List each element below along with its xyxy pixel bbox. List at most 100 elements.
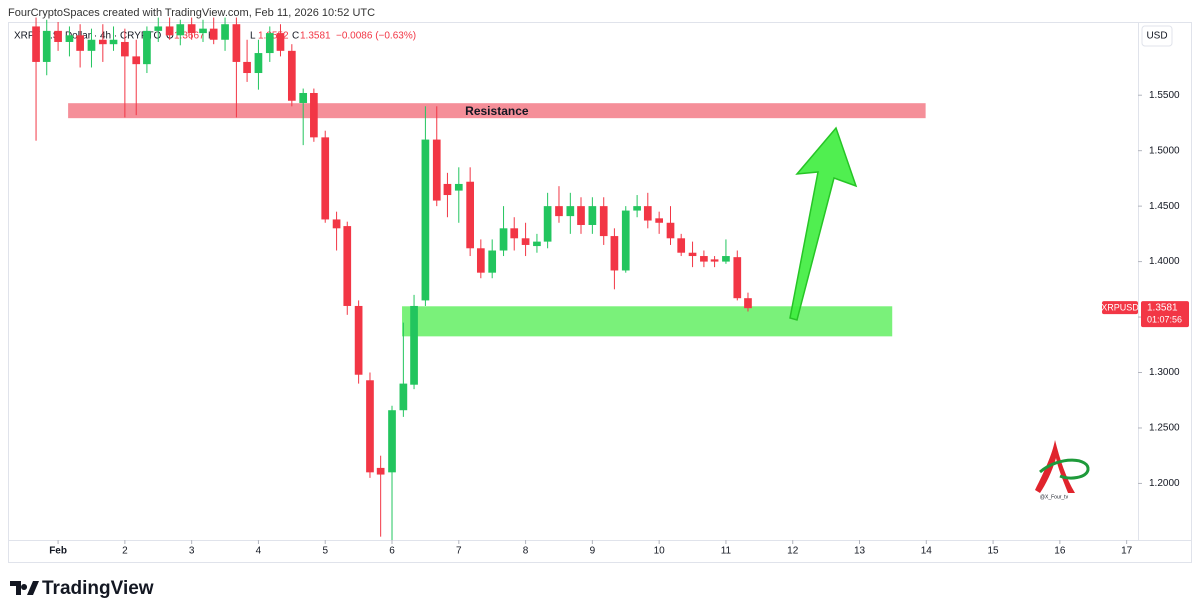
candle-body xyxy=(332,219,341,229)
symbol-tag xyxy=(1102,301,1138,315)
x-tick-label: 2 xyxy=(122,546,128,557)
x-tick-label: 14 xyxy=(921,546,933,557)
candle-body xyxy=(588,206,597,225)
candle-body xyxy=(566,206,575,217)
price-tag-label: 1.3581 xyxy=(1147,303,1178,314)
candle-body xyxy=(287,50,296,101)
candle-body xyxy=(410,305,418,385)
x-tick-label: 5 xyxy=(322,546,328,557)
header: FourCryptoSpaces created with TradingVie… xyxy=(8,7,375,19)
candle-body xyxy=(555,206,563,217)
candle-body xyxy=(710,259,719,262)
symbol-tag-label: XRPUSD xyxy=(1101,302,1139,312)
x-tick-label: 4 xyxy=(256,546,262,557)
y-tick-label: 1.4500 xyxy=(1149,201,1180,212)
candle-body xyxy=(199,28,207,34)
ohlc-value: 1.3667 xyxy=(174,31,205,42)
candle-body xyxy=(666,222,675,239)
x-tick-label: 16 xyxy=(1054,546,1066,557)
candle-body xyxy=(209,28,218,40)
x-tick-label: 9 xyxy=(590,546,596,557)
candle-body xyxy=(265,33,274,54)
candle-body xyxy=(76,35,84,51)
watermark: @X_Four_tv xyxy=(1040,494,1069,500)
x-tick-label: 11 xyxy=(721,546,732,557)
symbol-title: XRP / U.S. Dollar · 4h · CRYPTO xyxy=(14,31,161,42)
candle-body xyxy=(510,228,519,239)
ohlc-key: C xyxy=(292,31,299,42)
logo-swoosh xyxy=(1039,458,1090,480)
candles xyxy=(32,17,752,540)
candle-body xyxy=(187,24,196,34)
candle-body xyxy=(610,236,619,271)
x-tick-label: 6 xyxy=(389,546,395,557)
candle-body xyxy=(599,206,608,237)
candle-body xyxy=(165,26,174,36)
price-tag xyxy=(1141,301,1189,328)
y-tick-label: 1.4000 xyxy=(1149,256,1180,267)
change: −0.0086 (−0.63%) xyxy=(336,31,416,42)
x-tick-label: 13 xyxy=(854,546,866,557)
y-tick-label: 1.2500 xyxy=(1149,423,1180,434)
candle-body xyxy=(443,183,452,196)
watermark-logo: @X_Four_tv xyxy=(1035,440,1090,500)
zone xyxy=(402,306,893,337)
candle-body xyxy=(677,238,686,253)
candle-body xyxy=(109,39,118,45)
candle-body xyxy=(254,53,263,74)
candle-body xyxy=(577,206,585,225)
candle-body xyxy=(499,228,508,251)
candle-body xyxy=(276,33,285,51)
candle-body xyxy=(54,30,62,42)
candle-body xyxy=(243,61,251,74)
candle-body xyxy=(621,210,630,271)
brand-logo: TradingView xyxy=(10,578,154,599)
countdown: 01:07:56 xyxy=(1147,314,1182,324)
x-tick-label: 3 xyxy=(189,546,195,557)
currency: USD xyxy=(1146,31,1167,42)
candle-body xyxy=(643,206,652,221)
x-tick-label: Feb xyxy=(49,546,67,557)
candle-body xyxy=(376,467,385,475)
x-tick-label: 7 xyxy=(456,546,462,557)
logo-shape xyxy=(1035,440,1075,493)
arrow xyxy=(789,126,858,321)
candle-body xyxy=(733,257,742,299)
zone-label: Resistance xyxy=(465,104,529,118)
candle-body xyxy=(543,206,552,242)
candle-body xyxy=(87,39,96,51)
ohlc-value: 1.3581 xyxy=(300,31,331,42)
y-tick-label: 1.5000 xyxy=(1149,145,1180,156)
candle-body xyxy=(310,92,318,138)
candle-body xyxy=(176,24,185,36)
brand-icon xyxy=(10,581,39,595)
candle-body xyxy=(65,35,74,42)
x-tick-label: 8 xyxy=(523,546,529,557)
candle-body xyxy=(466,181,474,249)
ohlc-key: L xyxy=(250,31,256,42)
candle-body xyxy=(700,256,708,262)
candle-body xyxy=(42,30,51,62)
candle-body xyxy=(421,139,430,301)
candle-body xyxy=(521,238,530,245)
candle-body xyxy=(121,41,129,57)
currency-box xyxy=(1141,25,1173,47)
candle-body xyxy=(366,380,374,473)
candle-body xyxy=(722,256,730,262)
candle-body xyxy=(476,248,485,273)
y-tick-label: 1.5500 xyxy=(1149,90,1180,101)
candle-body xyxy=(399,383,408,411)
brand: TradingView xyxy=(42,578,154,599)
candle-body xyxy=(154,26,163,31)
candle-body xyxy=(454,183,463,191)
x-tick-label: 12 xyxy=(787,546,799,557)
candle-body xyxy=(132,56,141,65)
candle-body xyxy=(655,218,663,223)
candle-body xyxy=(388,410,396,473)
candle-body xyxy=(533,241,541,247)
candle-body xyxy=(432,139,441,201)
x-tick-label: 15 xyxy=(988,546,1000,557)
candle-body xyxy=(343,226,352,306)
candle-body xyxy=(488,250,497,273)
